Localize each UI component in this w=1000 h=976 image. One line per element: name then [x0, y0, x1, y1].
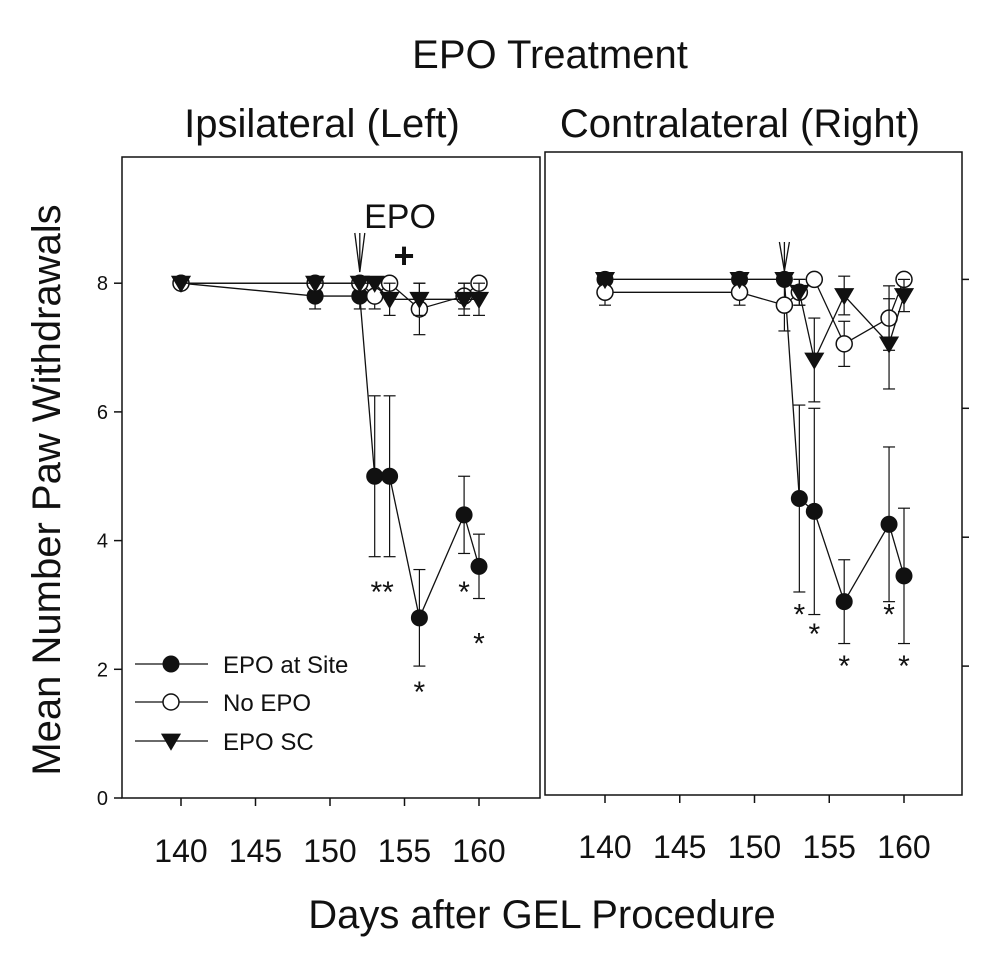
legend-label-1: No EPO	[223, 690, 311, 717]
panel-left-point-epo-sc	[364, 275, 385, 293]
panel-right-x-tick-label: 160	[877, 829, 930, 865]
legend-label-0: EPO at Site	[223, 652, 348, 679]
panel-left-significance-mark: *	[473, 628, 485, 661]
panel-left-x-tick-label: 160	[452, 833, 505, 869]
panel-left-point-epo-sc	[349, 275, 370, 293]
panel-right-point-epo-sc	[878, 336, 900, 354]
panel-left-significance-mark: *	[414, 676, 426, 709]
panel-right-x-tick-label: 145	[653, 829, 706, 865]
panel-left-point-epo-at-site	[470, 557, 488, 575]
panel-left-series-line-epo-sc	[181, 282, 479, 300]
panel-right-treatment-arrowhead	[778, 241, 791, 272]
legend-marker-2	[160, 733, 182, 751]
panel-left-point-epo-sc	[409, 291, 430, 310]
panel-left-point-epo-sc	[379, 291, 400, 310]
panel-left-point-epo-sc	[305, 275, 326, 293]
panel-left-series-line-epo-at-site	[180, 282, 480, 620]
legend-marker-0	[162, 655, 180, 673]
figure-title: EPO Treatment	[412, 33, 688, 77]
panel-right-point-no-epo	[835, 335, 853, 353]
panel-left-point-epo-at-site	[381, 467, 399, 485]
panel-left-y-tick-label: 4	[97, 531, 108, 553]
x-axis-label: Days after GEL Procedure	[308, 893, 776, 937]
panel-left-y-tick-label: 8	[97, 273, 108, 295]
panel-right-point-epo-sc	[789, 284, 810, 303]
panel-right-point-epo-at-site	[805, 502, 823, 520]
panel-right-point-epo-at-site	[880, 515, 898, 533]
panel-right-series-line-epo-sc	[605, 278, 905, 362]
panel-right-point-epo-sc	[804, 352, 825, 370]
panel-right-significance-mark: *	[898, 650, 910, 683]
panel-left-point-epo-at-site	[455, 506, 473, 524]
y-axis-label: Mean Number Paw Withdrawals	[25, 204, 69, 775]
panel-left-x-tick-label: 150	[303, 833, 356, 869]
panel-right-point-epo-sc	[893, 288, 915, 306]
panel-right-x-tick-label: 150	[728, 829, 781, 865]
panel-left-y-tick-label: 6	[97, 402, 108, 424]
panel-left-annotation-epo: EPO	[364, 198, 436, 236]
panel-right-subtitle: Contralateral (Right)	[560, 102, 920, 146]
panel-left-treatment-arrowhead	[354, 232, 366, 273]
panel-left-frame	[121, 156, 541, 799]
legend-label-2: EPO SC	[223, 729, 314, 756]
panel-right-significance-mark: *	[808, 618, 820, 651]
panel-right-significance-mark: *	[838, 650, 850, 683]
panel-left-subtitle: Ipsilateral (Left)	[184, 102, 460, 146]
panel-right-point-epo-sc	[729, 272, 750, 290]
panel-right-point-epo-sc	[834, 288, 855, 306]
panel-right-point-no-epo	[775, 296, 794, 314]
panel-left-point-epo-sc	[170, 275, 192, 293]
panel-right-significance-mark: *	[883, 599, 895, 632]
panel-left-significance-mark: *	[458, 576, 470, 609]
panel-right-point-epo-at-site	[835, 593, 853, 611]
panel-left-significance-mark: **	[370, 576, 394, 609]
panel-right-point-epo-sc	[594, 272, 616, 290]
panel-right-point-no-epo	[805, 270, 824, 289]
panel-left-point-epo-at-site	[410, 609, 428, 627]
panel-right-point-epo-at-site	[790, 490, 808, 508]
panel-right-point-epo-at-site	[895, 567, 913, 585]
panel-left-point-epo-at-site	[366, 467, 384, 485]
panel-right-significance-mark: *	[794, 599, 806, 632]
panel-right-series-line-epo-at-site	[605, 278, 905, 604]
panel-left-x-tick-label: 140	[154, 833, 207, 869]
panel-right-x-tick-label: 140	[578, 829, 631, 865]
legend-marker-1	[162, 693, 180, 711]
panel-right-frame	[544, 151, 963, 796]
panel-left-point-epo-sc	[468, 291, 490, 310]
panel-left-annotation-plus: +	[393, 235, 414, 276]
panel-left-y-tick-label: 0	[97, 788, 108, 810]
panel-left-x-tick-label: 145	[229, 833, 282, 869]
panel-right-point-epo-sc	[774, 272, 795, 290]
panel-left-y-tick-label: 2	[97, 659, 108, 681]
panel-left-point-epo-sc	[454, 291, 475, 310]
panel-left-x-tick-label: 155	[378, 833, 431, 869]
panel-right-x-tick-label: 155	[803, 829, 856, 865]
